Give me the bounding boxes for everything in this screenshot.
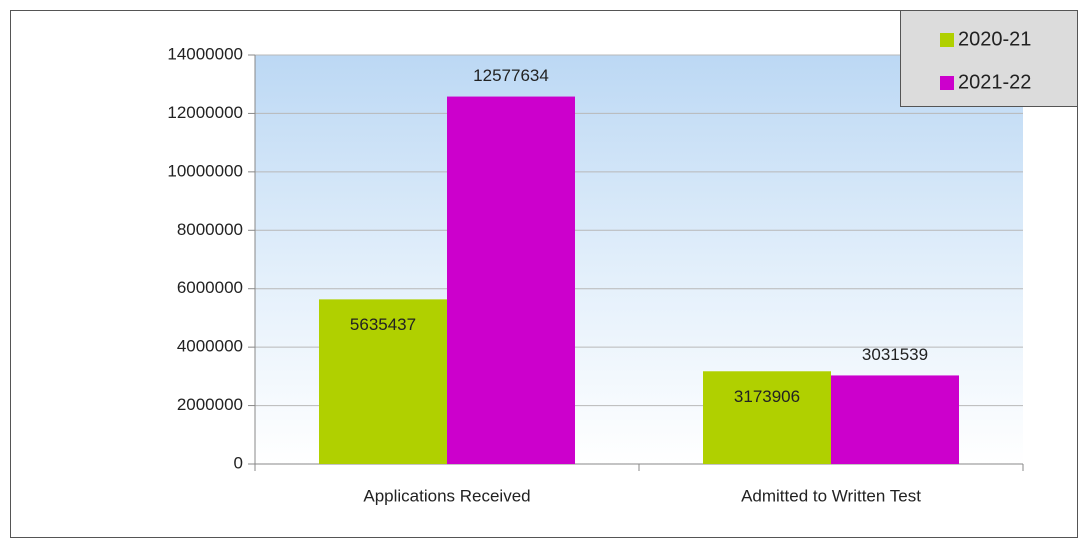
y-tick-label: 4000000 — [177, 337, 243, 356]
x-tick-label: Applications Received — [363, 486, 530, 505]
y-tick-label: 14000000 — [167, 44, 243, 63]
y-tick-label: 0 — [234, 453, 243, 472]
y-tick-label: 2000000 — [177, 395, 243, 414]
bar — [831, 375, 959, 464]
legend-swatch — [940, 33, 954, 47]
legend-box — [900, 10, 1078, 107]
y-tick-label: 6000000 — [177, 278, 243, 297]
legend-label: 2021-22 — [958, 71, 1031, 93]
data-label: 3031539 — [862, 345, 928, 364]
data-label: 12577634 — [473, 66, 549, 85]
y-tick-label: 8000000 — [177, 220, 243, 239]
legend-swatch — [940, 76, 954, 90]
data-label: 5635437 — [350, 315, 416, 334]
bar — [703, 371, 831, 464]
y-tick-label: 12000000 — [167, 103, 243, 122]
legend-label: 2020-21 — [958, 28, 1031, 50]
y-tick-label: 10000000 — [167, 161, 243, 180]
x-tick-label: Admitted to Written Test — [741, 486, 921, 505]
bar — [447, 96, 575, 464]
data-label: 3173906 — [734, 387, 800, 406]
bar — [319, 299, 447, 464]
